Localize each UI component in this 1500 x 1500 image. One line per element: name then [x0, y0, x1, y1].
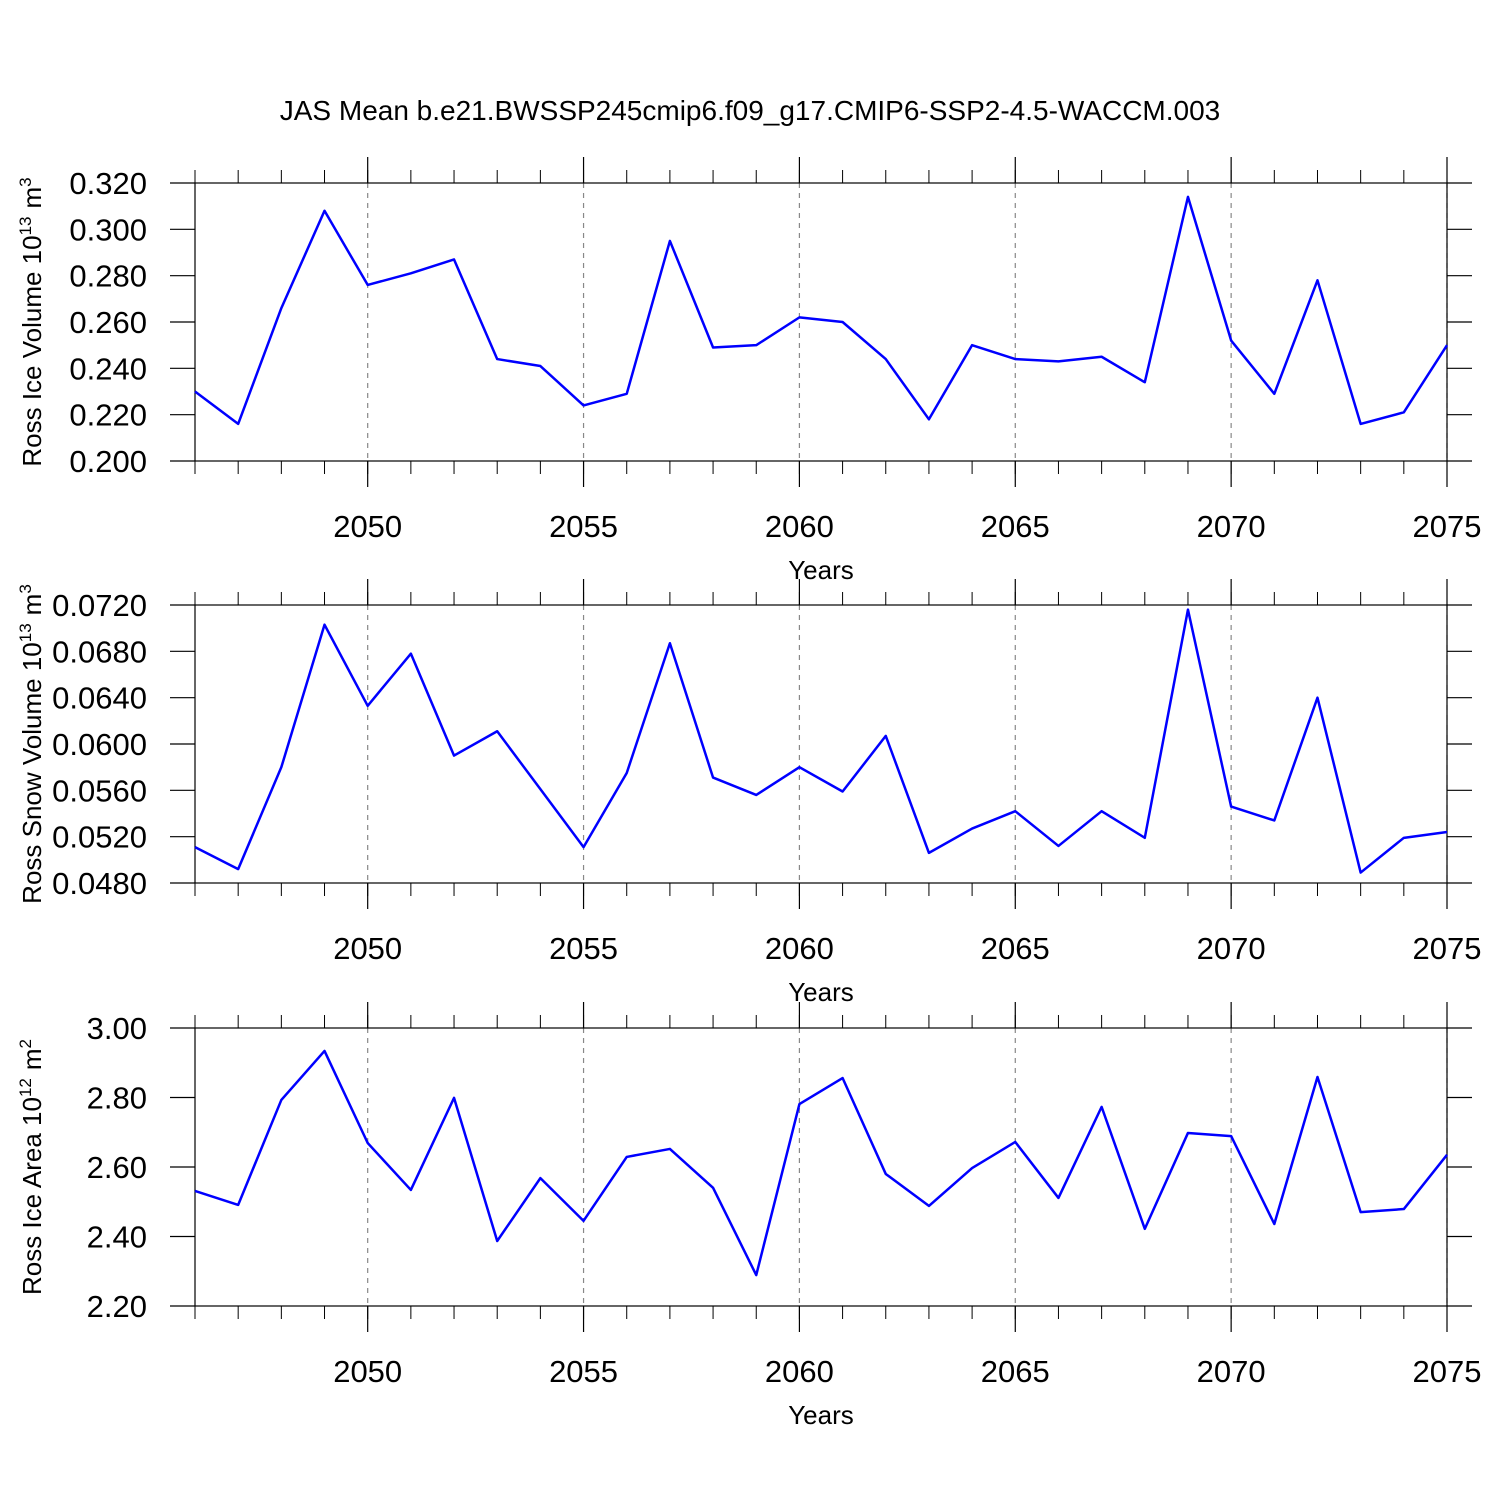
panel: 2050 2055 2060 2065 2070 2075 2.20 2.40 2.60 2.80… — [16, 1002, 1481, 1430]
y-tick-label: 2.60 — [87, 1150, 147, 1185]
y-axis-label: Ross Ice Volume 1013 m3 — [16, 177, 47, 466]
y-axis-label-part: m — [17, 594, 47, 616]
x-tick-label: 2065 — [981, 509, 1050, 544]
plot-frame — [194, 604, 1448, 884]
y-tick-label: 2.40 — [87, 1220, 147, 1255]
y-axis-label-part: 3 — [16, 584, 35, 593]
y-tick-label: 0.0600 — [52, 727, 147, 762]
data-line — [194, 1049, 1448, 1277]
x-tick-label: 2065 — [981, 931, 1050, 966]
y-tick-label: 0.240 — [69, 351, 147, 386]
x-tick-label: 2060 — [765, 509, 834, 544]
x-tick-label: 2075 — [1413, 931, 1482, 966]
x-axis-label: Years — [788, 977, 854, 1007]
panel: 2050 2055 2060 2065 2070 2075 0.0480 0.0520 0.05… — [16, 579, 1481, 1007]
y-tick-label: 0.0680 — [52, 634, 147, 669]
y-axis-label: Ross Ice Area 1012 m2 — [16, 1039, 47, 1295]
y-tick-label: 0.0520 — [52, 820, 147, 855]
x-axis-label: Years — [788, 1400, 854, 1430]
y-tick-label: 2.20 — [87, 1289, 147, 1324]
y-axis-label: Ross Snow Volume 1013 m3 — [16, 584, 47, 904]
y-axis-label-part: m — [17, 1048, 47, 1070]
y-tick-label: 0.0560 — [52, 773, 147, 808]
x-tick-label: 2050 — [333, 931, 402, 966]
y-axis-label-part: m — [17, 187, 47, 209]
y-axis-label-part: Ross Snow Volume 10 — [17, 642, 47, 904]
y-tick-label: 3.00 — [87, 1011, 147, 1046]
x-tick-label: 2050 — [333, 1354, 402, 1389]
panel: JAS Mean b.e21.BWSSP245cmip6.f09_g17.CMI… — [16, 95, 1481, 585]
x-axis-label: Years — [788, 555, 854, 585]
chart-title: JAS Mean b.e21.BWSSP245cmip6.f09_g17.CMI… — [280, 95, 1221, 126]
y-tick-label: 0.260 — [69, 305, 147, 340]
y-axis-label-part: 13 — [16, 216, 35, 235]
x-tick-label: 2060 — [765, 931, 834, 966]
y-tick-label: 0.300 — [69, 212, 147, 247]
plot-frame — [194, 182, 1448, 462]
y-axis-label-part: Ross Ice Area 10 — [17, 1097, 47, 1295]
x-tick-label: 2070 — [1197, 931, 1266, 966]
y-tick-label: 0.220 — [69, 398, 147, 433]
x-tick-label: 2055 — [549, 509, 618, 544]
x-tick-label: 2055 — [549, 931, 618, 966]
x-tick-label: 2075 — [1413, 509, 1482, 544]
data-line — [194, 195, 1449, 426]
x-tick-label: 2060 — [765, 1354, 834, 1389]
y-tick-label: 0.320 — [69, 166, 147, 201]
y-tick-label: 0.0720 — [52, 588, 147, 623]
y-axis-label-part: 2 — [16, 1039, 35, 1048]
x-tick-label: 2065 — [981, 1354, 1050, 1389]
data-line — [194, 608, 1448, 874]
y-tick-label: 0.0640 — [52, 681, 147, 716]
y-tick-label: 0.0480 — [52, 866, 147, 901]
y-tick-label: 2.80 — [87, 1081, 147, 1116]
y-axis-label-part: 13 — [16, 623, 35, 642]
x-tick-label: 2050 — [333, 509, 402, 544]
x-tick-label: 2055 — [549, 1354, 618, 1389]
y-axis-label-part: Ross Ice Volume 10 — [17, 235, 47, 466]
y-tick-label: 0.280 — [69, 259, 147, 294]
y-tick-label: 0.200 — [69, 444, 147, 479]
x-tick-label: 2075 — [1413, 1354, 1482, 1389]
x-tick-label: 2070 — [1197, 1354, 1266, 1389]
x-tick-label: 2070 — [1197, 509, 1266, 544]
plot-frame — [194, 1027, 1448, 1307]
y-axis-label-part: 3 — [16, 177, 35, 186]
y-axis-label-part: 12 — [16, 1078, 35, 1097]
